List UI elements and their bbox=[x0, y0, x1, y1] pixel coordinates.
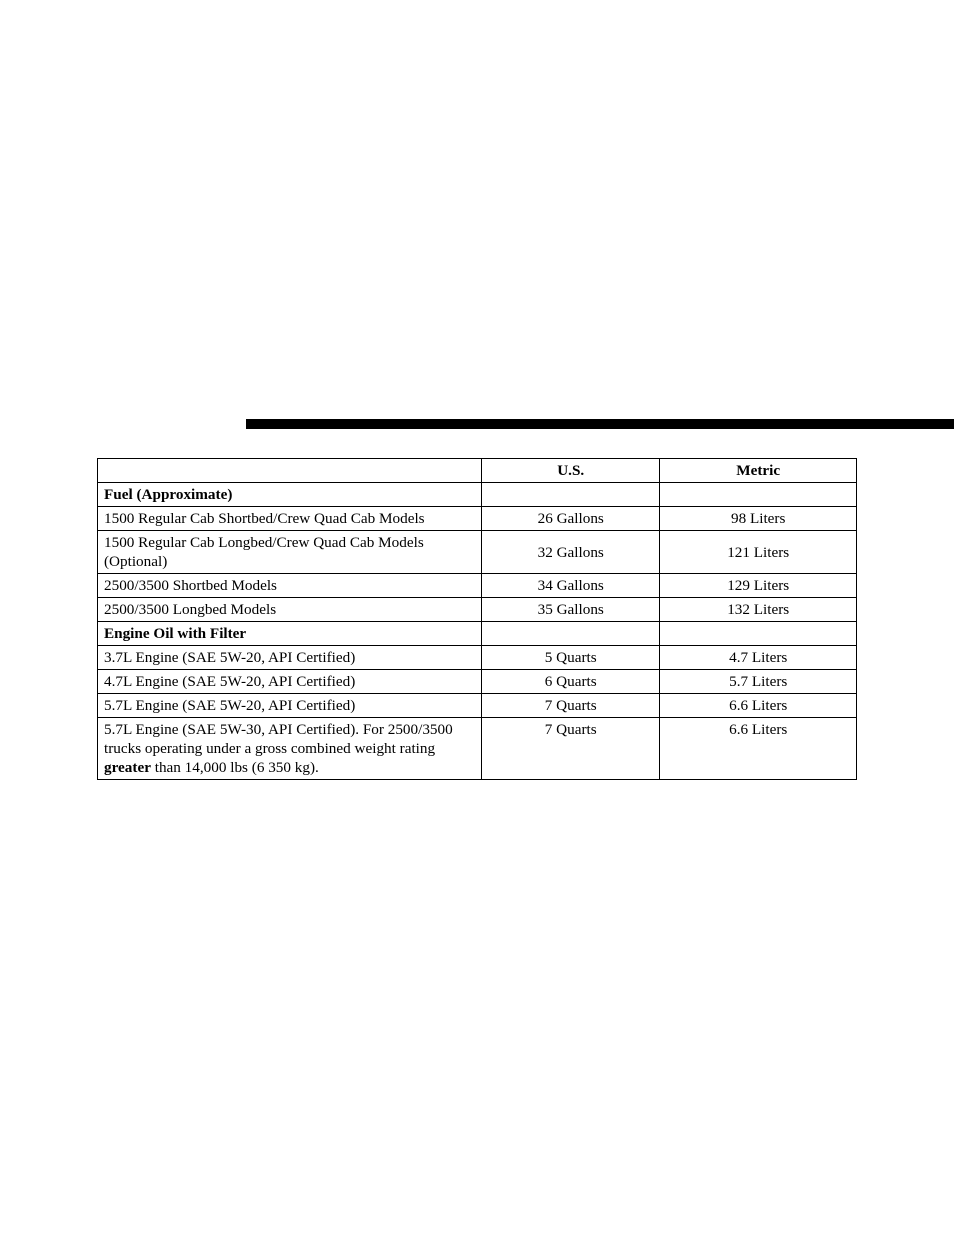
cell-us bbox=[482, 622, 660, 646]
table-row: 1500 Regular Cab Longbed/Crew Quad Cab M… bbox=[98, 531, 857, 574]
cell-description: Fuel (Approximate) bbox=[98, 483, 482, 507]
table-header-row: U.S. Metric bbox=[98, 459, 857, 483]
cell-description: 4.7L Engine (SAE 5W-20, API Certified) bbox=[98, 670, 482, 694]
cell-metric: 121 Liters bbox=[660, 531, 857, 574]
table-row: Fuel (Approximate) bbox=[98, 483, 857, 507]
cell-metric: 6.6 Liters bbox=[660, 694, 857, 718]
table-row: 5.7L Engine (SAE 5W-30, API Certified). … bbox=[98, 718, 857, 780]
table-row: 2500/3500 Longbed Models35 Gallons132 Li… bbox=[98, 598, 857, 622]
table-row: 1500 Regular Cab Shortbed/Crew Quad Cab … bbox=[98, 507, 857, 531]
header-blank bbox=[98, 459, 482, 483]
header-metric: Metric bbox=[660, 459, 857, 483]
cell-us: 26 Gallons bbox=[482, 507, 660, 531]
cell-metric bbox=[660, 483, 857, 507]
cell-metric: 6.6 Liters bbox=[660, 718, 857, 780]
cell-us: 35 Gallons bbox=[482, 598, 660, 622]
cell-description: 1500 Regular Cab Shortbed/Crew Quad Cab … bbox=[98, 507, 482, 531]
cell-metric: 129 Liters bbox=[660, 574, 857, 598]
cell-description: 1500 Regular Cab Longbed/Crew Quad Cab M… bbox=[98, 531, 482, 574]
table-row: 3.7L Engine (SAE 5W-20, API Certified)5 … bbox=[98, 646, 857, 670]
cell-description: 5.7L Engine (SAE 5W-30, API Certified). … bbox=[98, 718, 482, 780]
cell-metric bbox=[660, 622, 857, 646]
cell-metric: 5.7 Liters bbox=[660, 670, 857, 694]
fluid-capacities-table: U.S. Metric Fuel (Approximate)1500 Regul… bbox=[97, 458, 857, 780]
table-row: 2500/3500 Shortbed Models34 Gallons129 L… bbox=[98, 574, 857, 598]
cell-us: 7 Quarts bbox=[482, 694, 660, 718]
cell-description: 5.7L Engine (SAE 5W-20, API Certified) bbox=[98, 694, 482, 718]
table-row: 5.7L Engine (SAE 5W-20, API Certified)7 … bbox=[98, 694, 857, 718]
cell-description: Engine Oil with Filter bbox=[98, 622, 482, 646]
header-us: U.S. bbox=[482, 459, 660, 483]
cell-us: 7 Quarts bbox=[482, 718, 660, 780]
cell-description: 2500/3500 Shortbed Models bbox=[98, 574, 482, 598]
cell-metric: 98 Liters bbox=[660, 507, 857, 531]
page-divider-bar bbox=[246, 419, 954, 429]
table-body: Fuel (Approximate)1500 Regular Cab Short… bbox=[98, 483, 857, 780]
cell-us: 5 Quarts bbox=[482, 646, 660, 670]
table-row: Engine Oil with Filter bbox=[98, 622, 857, 646]
cell-metric: 132 Liters bbox=[660, 598, 857, 622]
cell-metric: 4.7 Liters bbox=[660, 646, 857, 670]
cell-us: 6 Quarts bbox=[482, 670, 660, 694]
cell-us: 34 Gallons bbox=[482, 574, 660, 598]
cell-us bbox=[482, 483, 660, 507]
cell-us: 32 Gallons bbox=[482, 531, 660, 574]
table-row: 4.7L Engine (SAE 5W-20, API Certified)6 … bbox=[98, 670, 857, 694]
cell-description: 3.7L Engine (SAE 5W-20, API Certified) bbox=[98, 646, 482, 670]
cell-description: 2500/3500 Longbed Models bbox=[98, 598, 482, 622]
fluid-capacities-table-wrapper: U.S. Metric Fuel (Approximate)1500 Regul… bbox=[97, 458, 857, 780]
